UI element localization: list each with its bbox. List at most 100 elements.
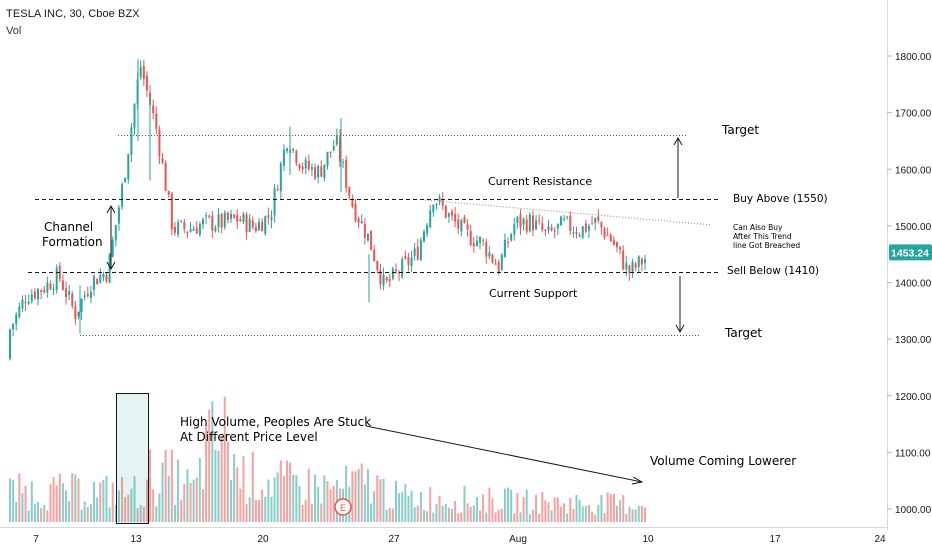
- volume-bar: [603, 513, 606, 522]
- volume-bar: [329, 489, 332, 522]
- candle-body: [335, 136, 338, 145]
- candle-body: [105, 274, 108, 281]
- candle-body: [398, 272, 401, 274]
- volume-bar: [491, 498, 494, 522]
- volume-bar: [463, 485, 466, 522]
- volume-bar: [186, 469, 189, 522]
- volume-bar: [145, 479, 148, 522]
- volume-bar: [223, 396, 226, 522]
- candle-body: [170, 193, 173, 230]
- candle-body: [581, 226, 584, 238]
- candle-body: [276, 189, 279, 191]
- candle-body: [198, 224, 201, 235]
- volume-bar: [507, 487, 510, 522]
- volume-bar: [619, 500, 622, 522]
- candle-body: [438, 197, 441, 202]
- volume-trend-arrow: [365, 425, 644, 485]
- volume-bar: [93, 482, 96, 522]
- candle-body: [245, 214, 248, 233]
- candle-body: [578, 235, 581, 237]
- volume-bar: [513, 513, 516, 522]
- y-tick-label: 1100.00: [895, 448, 931, 459]
- candle-body: [538, 220, 541, 222]
- candle-body: [354, 203, 357, 221]
- candle-body: [226, 212, 229, 221]
- volume-lower-label: Volume Coming Lowerer: [650, 454, 796, 468]
- volume-bar: [317, 487, 320, 522]
- volume-bar: [239, 488, 242, 522]
- volume-bar: [438, 495, 441, 522]
- candle-body: [251, 220, 254, 228]
- volume-bar: [183, 483, 186, 522]
- candle-body: [488, 252, 491, 257]
- volume-bar: [469, 506, 472, 522]
- volume-bar: [192, 479, 195, 522]
- volume-bar: [628, 506, 631, 522]
- candle-body: [43, 289, 46, 293]
- volume-indicator-label: Vol: [6, 25, 22, 37]
- volume-bar: [15, 501, 18, 522]
- volume-bar: [407, 496, 410, 522]
- volume-bar: [211, 401, 214, 522]
- candle-body: [307, 160, 310, 170]
- candle-body: [74, 306, 77, 319]
- volume-bar: [388, 508, 391, 522]
- candle-body: [575, 232, 578, 235]
- candle-body: [510, 234, 513, 241]
- volume-bar: [581, 506, 584, 522]
- candle-body: [507, 242, 510, 244]
- candle-body: [457, 219, 460, 229]
- volume-bar: [201, 489, 204, 522]
- volume-bar: [600, 495, 603, 522]
- volume-bar: [466, 503, 469, 522]
- earnings-marker-label: E: [340, 503, 346, 513]
- candle-body: [167, 191, 170, 195]
- candle-body: [83, 295, 86, 297]
- x-tick-label: 20: [257, 534, 269, 545]
- volume-bar: [261, 489, 264, 522]
- candle-body: [572, 232, 575, 234]
- candle-body: [142, 66, 145, 79]
- earnings-marker[interactable]: E: [334, 498, 352, 516]
- volume-bar: [173, 504, 176, 522]
- y-tick-label: 1300.00: [895, 335, 932, 346]
- volume-bar: [195, 477, 198, 522]
- candle-body: [634, 263, 637, 268]
- candle-body: [195, 227, 198, 234]
- volume-bar: [180, 500, 183, 522]
- volume-bar: [535, 494, 538, 522]
- volume-bar: [575, 494, 578, 522]
- earnings-marker-circle[interactable]: [334, 498, 352, 516]
- volume-bar: [264, 496, 267, 522]
- x-tick-label: Aug: [509, 534, 527, 545]
- candle-body: [615, 242, 618, 248]
- candle-body: [503, 239, 506, 258]
- candle-body: [254, 227, 257, 232]
- candle-body: [404, 256, 407, 259]
- candle-body: [117, 207, 120, 224]
- volume-bar: [612, 493, 615, 522]
- volume-bar: [544, 500, 547, 522]
- candle-body: [86, 293, 89, 296]
- volume-bar: [354, 471, 357, 522]
- volume-bar: [217, 450, 220, 522]
- candle-body: [111, 239, 114, 257]
- volume-bar: [631, 509, 634, 522]
- candle-body: [584, 223, 587, 232]
- volume-bar: [622, 495, 625, 522]
- volume-bar: [49, 484, 52, 522]
- y-tick-label: 1700.00: [895, 109, 932, 120]
- volume-bar: [43, 504, 46, 522]
- candle-body: [522, 218, 525, 225]
- descending-trendline: [424, 199, 713, 226]
- volume-bar: [373, 491, 376, 522]
- candle-body: [479, 236, 482, 243]
- candle-body: [89, 291, 92, 298]
- candle-body: [407, 257, 410, 265]
- last-price-badge: 1453.24: [889, 244, 932, 261]
- volume-bar: [114, 505, 117, 522]
- volume-bar: [267, 479, 270, 522]
- candle-body: [385, 277, 388, 281]
- volume-bar: [155, 506, 158, 522]
